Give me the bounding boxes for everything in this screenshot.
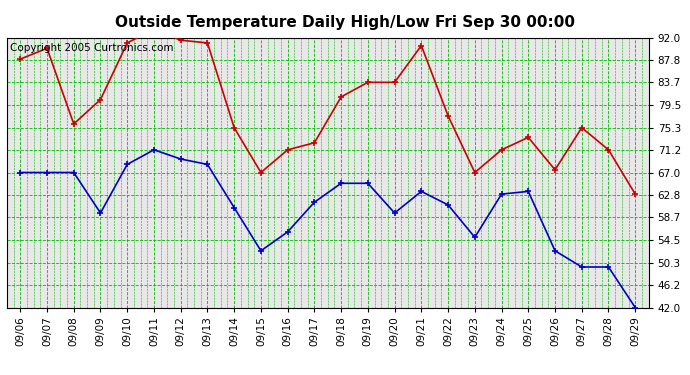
Text: Copyright 2005 Curtronics.com: Copyright 2005 Curtronics.com [10,43,174,53]
Text: Outside Temperature Daily High/Low Fri Sep 30 00:00: Outside Temperature Daily High/Low Fri S… [115,15,575,30]
